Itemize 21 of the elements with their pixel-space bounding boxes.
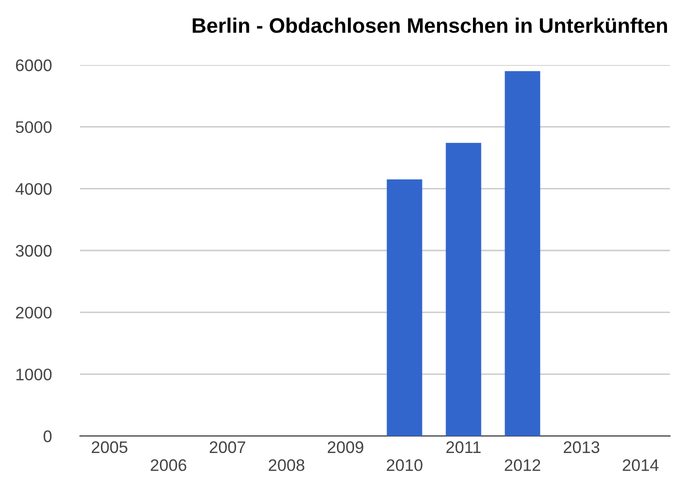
x-tick-label: 2005 — [92, 441, 128, 454]
x-tick-label: 2006 — [150, 459, 186, 472]
y-tick-label: 3000 — [16, 244, 52, 257]
x-tick-label: 2014 — [622, 459, 659, 472]
x-tick-label: 2011 — [446, 441, 481, 454]
y-tick-label: 2000 — [16, 306, 52, 319]
x-tick-label: 2010 — [386, 459, 422, 472]
y-tick-label: 4000 — [16, 183, 52, 195]
x-tick-label: 2007 — [210, 441, 246, 454]
x-tick-label: 2012 — [504, 459, 540, 472]
x-tick-label: 2008 — [268, 459, 304, 472]
x-tick-label: 2009 — [328, 441, 364, 454]
y-tick-label: 0 — [44, 430, 52, 442]
bar — [504, 71, 540, 436]
bar — [446, 142, 482, 436]
chart-title: Berlin - Obdachlosen Menschen in Unterkünften — [192, 18, 667, 33]
y-tick-label: 5000 — [16, 121, 52, 134]
bar — [386, 179, 422, 436]
y-tick-label: 1000 — [16, 368, 52, 380]
y-tick-label: 6000 — [16, 59, 52, 72]
x-tick-label: 2013 — [564, 441, 600, 454]
